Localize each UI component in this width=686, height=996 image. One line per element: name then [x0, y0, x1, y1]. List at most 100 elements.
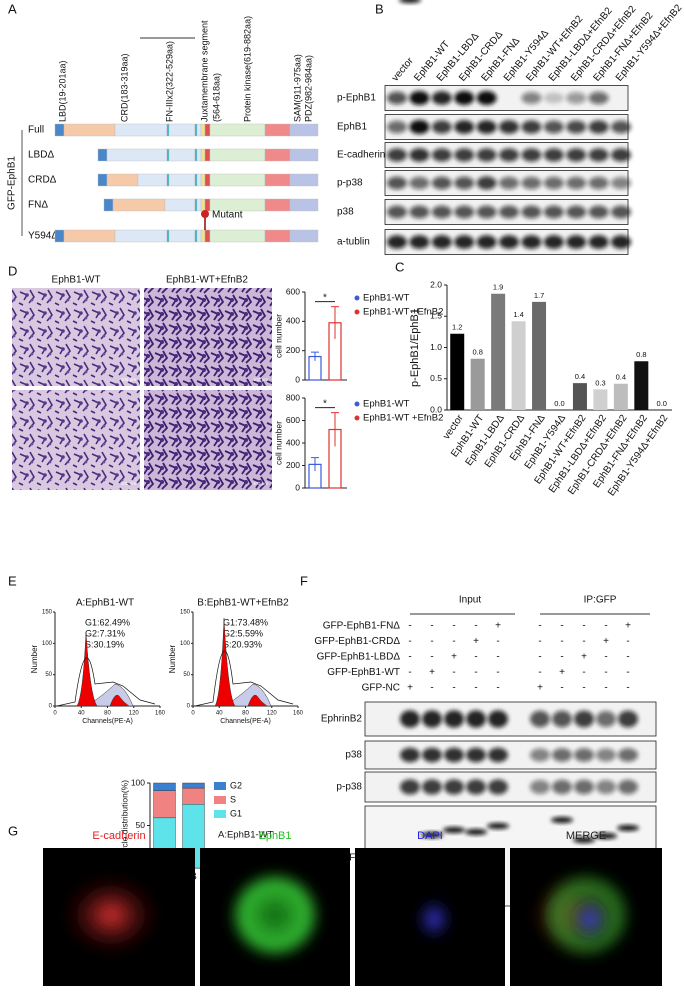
blot-band	[454, 235, 475, 249]
sign: -	[496, 683, 499, 694]
domain-segment	[166, 123, 170, 137]
construct-label: CRDΔ	[28, 175, 57, 186]
blot-band	[617, 825, 639, 831]
domain-segment	[194, 173, 198, 187]
blot-band	[476, 91, 497, 105]
sign: -	[452, 621, 455, 632]
blot-band	[387, 91, 407, 105]
panel-letter: E	[8, 573, 17, 588]
domain-segment	[196, 148, 202, 162]
sign: -	[626, 652, 629, 663]
blot-band	[530, 710, 550, 728]
domain-segment	[114, 229, 168, 243]
domain-label: Juxtamembrane segment	[199, 20, 209, 122]
sign: -	[538, 667, 541, 678]
blot-band	[431, 148, 452, 162]
sign: -	[560, 636, 563, 647]
bar	[613, 383, 628, 410]
blot-band	[476, 176, 497, 190]
domain-segment	[166, 173, 170, 187]
sign: +	[429, 667, 435, 678]
domain-segment	[194, 148, 198, 162]
sign: -	[626, 667, 629, 678]
blot-band	[443, 827, 465, 833]
blot-label: p38	[345, 750, 362, 761]
blot-band	[476, 148, 497, 162]
significance-label: *	[323, 398, 327, 409]
blot-band	[499, 148, 519, 162]
domain-segment	[200, 123, 206, 137]
legend-label: EphB1-WT +EfnB2	[363, 413, 443, 424]
blot-band	[566, 176, 587, 190]
scale-bar-label: 100 μm	[121, 377, 136, 382]
domain-segment	[264, 148, 291, 162]
histogram-stat: G1:62.49%	[85, 617, 130, 627]
bar	[491, 293, 506, 410]
sign: -	[452, 667, 455, 678]
blot-band	[551, 817, 573, 823]
y-tick-label: 50	[183, 672, 190, 678]
y-tick-label: 50	[45, 672, 52, 678]
domain-segment	[264, 123, 291, 137]
bar	[470, 358, 485, 410]
blot-label: EphrinB2	[321, 714, 363, 725]
x-tick-label: 0	[53, 711, 57, 717]
blot-label: p-p38	[337, 178, 363, 189]
mutant-label: Mutant	[212, 210, 243, 221]
y-axis-label: cell cycle distribution(%)	[119, 780, 129, 871]
histogram-outline	[56, 657, 156, 707]
blot-band	[400, 779, 420, 795]
construct-label: GFP-EphB1-LBDΔ	[317, 652, 401, 663]
domain-label: LBD(19-201aa)	[57, 60, 67, 122]
blot-band	[552, 748, 572, 762]
blot-band	[566, 120, 587, 134]
blot-band	[611, 177, 631, 189]
sign: -	[604, 652, 607, 663]
y-tick-label: 100	[42, 641, 53, 647]
domain-segment	[264, 173, 291, 187]
blot-band	[487, 823, 509, 829]
sign: -	[626, 636, 629, 647]
sign: -	[538, 621, 541, 632]
y-tick-label: 600	[286, 415, 300, 425]
domain-segment	[196, 173, 202, 187]
construct-label: GFP-EphB1-CRDΔ	[314, 636, 400, 647]
sign: -	[496, 652, 499, 663]
sign: -	[496, 636, 499, 647]
blot-band	[543, 235, 564, 249]
blot-band	[444, 779, 464, 795]
blot-band	[400, 710, 420, 728]
blot-band	[543, 176, 564, 190]
bar	[593, 389, 608, 410]
domain-segment	[200, 173, 206, 187]
blot-label: p-EphB1	[337, 93, 376, 104]
blot-label: p38	[337, 207, 354, 218]
bar-segment	[153, 782, 176, 791]
domain-label: CRD(183-319aa)	[119, 53, 129, 122]
blot-band	[466, 779, 486, 795]
blot-band	[431, 205, 452, 219]
micrograph	[144, 390, 272, 490]
domain-segment	[97, 148, 108, 162]
blot-band	[588, 176, 609, 190]
value-label: 0.4	[616, 373, 626, 382]
sign: +	[451, 652, 457, 663]
cell-signal	[61, 873, 161, 957]
domain-segment	[112, 198, 166, 212]
sign: +	[495, 621, 501, 632]
blot-band	[618, 710, 638, 728]
blot-band	[476, 205, 497, 219]
blot-band	[611, 205, 631, 219]
blot-band	[530, 780, 550, 794]
bar-segment	[182, 782, 205, 789]
blot-label: EphB1	[337, 122, 367, 133]
construct-label: Full	[28, 125, 44, 136]
blot-band	[499, 176, 519, 190]
blot-band	[409, 91, 430, 105]
x-tick-label: 80	[104, 711, 111, 717]
blot-label: a-tublin	[337, 237, 370, 248]
sign: -	[452, 683, 455, 694]
legend-label: EphB1-WT +EfnB2	[363, 307, 443, 318]
legend-label: G1	[230, 808, 242, 818]
